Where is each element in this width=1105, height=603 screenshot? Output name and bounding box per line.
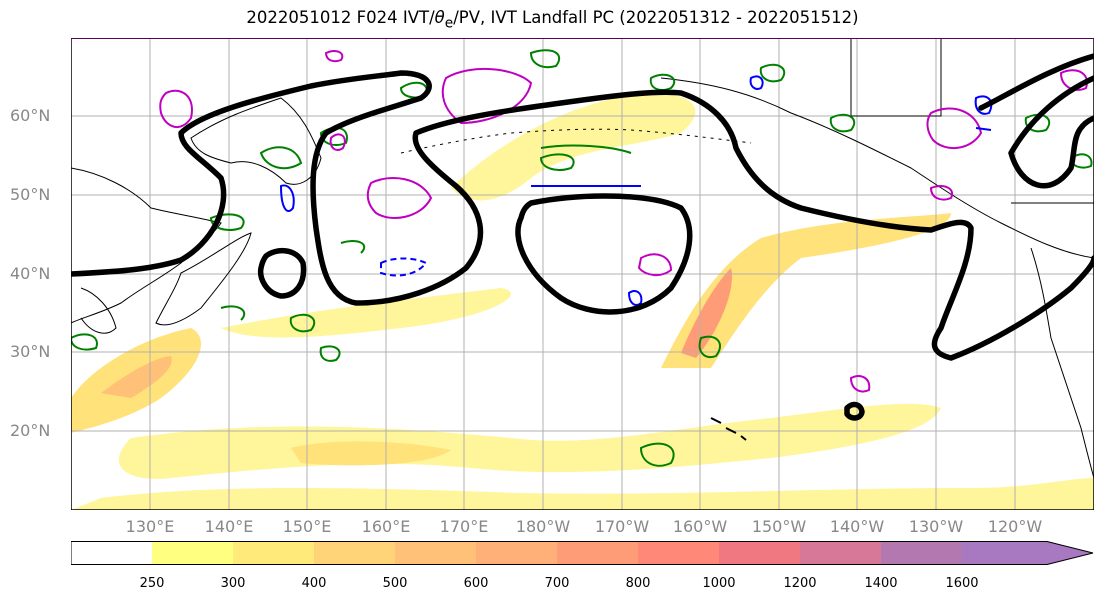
colorbar-label-800: 800 <box>625 576 651 591</box>
pc-contour-main <box>71 70 1094 361</box>
theta-subscript: e <box>444 15 454 32</box>
ivt-colorbar <box>71 541 1094 565</box>
colorbar-cell <box>476 541 557 565</box>
blue-contours <box>279 75 993 306</box>
pc-contour-closed-1 <box>515 193 693 315</box>
colorbar-cell <box>71 541 152 565</box>
colorbar-cell <box>395 541 476 565</box>
colorbar-cell <box>719 541 800 565</box>
colorbar-extend-arrow <box>962 541 1093 565</box>
colorbar-label-700: 700 <box>544 576 570 591</box>
lon-label-150e: 150°E <box>282 517 332 536</box>
colorbar-cell <box>638 541 719 565</box>
colorbar-label-500: 500 <box>382 576 408 591</box>
ivt-band-central <box>661 213 951 368</box>
ivt-band-north <box>451 93 696 201</box>
ivt-band-far-south <box>71 478 1094 510</box>
colorbar-label-300: 300 <box>220 576 246 591</box>
lat-label-60n: 60°N <box>10 106 51 125</box>
lon-label-160w: 160°W <box>672 517 728 536</box>
lat-label-20n: 20°N <box>10 421 51 440</box>
grid-lines <box>71 38 1094 510</box>
pc-contour-closed-2 <box>257 247 307 299</box>
lat-label-40n: 40°N <box>10 264 51 283</box>
map-title: 2022051012 F024 IVT/θe/PV, IVT Landfall … <box>246 8 859 32</box>
colorbar-cell <box>881 541 962 565</box>
ivt-band-south <box>118 403 941 479</box>
korea-coast <box>80 287 117 334</box>
colorbar-label-400: 400 <box>301 576 327 591</box>
lon-label-140e: 140°E <box>204 517 254 536</box>
canada-border <box>850 38 942 117</box>
colorbar-cell <box>314 541 395 565</box>
colorbar-label-600: 600 <box>463 576 489 591</box>
colorbar-cell <box>233 541 314 565</box>
colorbar-cell <box>557 541 638 565</box>
north-america-coast <box>1030 247 1094 479</box>
pc-contour-ne <box>978 53 1094 189</box>
lon-label-130e: 130°E <box>125 517 175 536</box>
lat-label-50n: 50°N <box>10 185 51 204</box>
hawaii <box>710 417 747 441</box>
ivt-band-south-core <box>291 441 451 466</box>
lon-label-170e: 170°E <box>439 517 489 536</box>
lon-label-150w: 150°W <box>751 517 807 536</box>
colorbar-label-250: 250 <box>139 576 165 591</box>
colorbar-cell <box>152 541 233 565</box>
ivt-shading <box>71 93 1094 510</box>
lon-label-180w: 180°W <box>515 517 571 536</box>
ivt-core-central <box>681 268 732 358</box>
theta-symbol: θ <box>434 8 445 27</box>
colorbar-label-1600: 1600 <box>945 576 979 591</box>
ivt-core-west <box>101 356 172 398</box>
lon-label-120w: 120°W <box>987 517 1043 536</box>
map-plot <box>71 38 1094 510</box>
alaska-coast <box>660 77 1094 259</box>
colorbar-cell <box>800 541 881 565</box>
ivt-band-mid <box>221 288 511 338</box>
lon-label-140w: 140°W <box>829 517 885 536</box>
colorbar-label-1200: 1200 <box>783 576 817 591</box>
coastlines <box>71 38 1094 479</box>
lon-label-170w: 170°W <box>594 517 650 536</box>
ivt-pc-contours <box>71 53 1094 421</box>
colorbar-label-1400: 1400 <box>864 576 898 591</box>
lat-label-30n: 30°N <box>10 342 51 361</box>
lon-label-160e: 160°E <box>361 517 411 536</box>
lon-label-130w: 130°W <box>908 517 964 536</box>
pc-contour-small <box>844 401 865 421</box>
japan-coast <box>155 232 252 326</box>
colorbar-label-1000: 1000 <box>702 576 736 591</box>
